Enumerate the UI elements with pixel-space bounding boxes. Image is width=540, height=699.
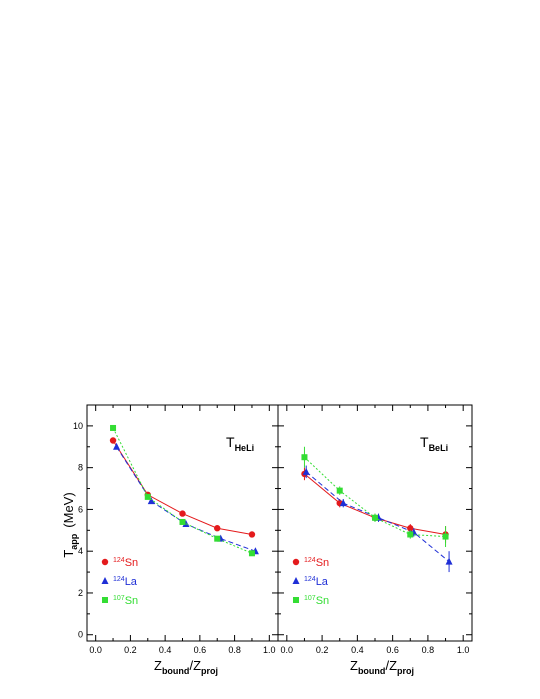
data-point-right-2	[407, 531, 414, 538]
x-tick-label-left: 1.0	[263, 645, 276, 655]
series-line-left-1	[116, 446, 256, 552]
data-point-left-2	[179, 518, 186, 525]
data-point-left-2	[248, 550, 255, 557]
x-axis-label-right: Zbound/Zproj	[350, 658, 414, 676]
x-tick-label-right: 0.2	[316, 645, 329, 655]
panel-right-frame	[277, 404, 473, 642]
panel-right-label: TBeLi	[420, 434, 448, 453]
legend-marker-left-0	[101, 558, 109, 566]
legend-marker-left-1	[101, 577, 109, 584]
data-point-left-2	[214, 535, 221, 542]
x-tick-label-left: 0.8	[228, 645, 241, 655]
x-tick-label-right: 1.0	[457, 645, 470, 655]
legend-label-right-1: 124La	[304, 576, 329, 588]
x-tick-label-left: 0.4	[159, 645, 172, 655]
data-point-left-2	[110, 424, 117, 431]
data-point-left-2	[144, 493, 151, 500]
data-point-right-2	[372, 514, 378, 521]
data-point-left-0	[179, 510, 186, 517]
series-line-right-1	[305, 471, 450, 563]
data-point-right-2	[442, 533, 449, 540]
legend-marker-left-2	[102, 597, 108, 603]
y-axis-label: Tapp(MeV)	[61, 492, 79, 557]
series-line-right-2	[304, 456, 446, 538]
legend-label-left-1: 124La	[113, 576, 138, 588]
data-point-left-0	[214, 525, 221, 532]
x-tick-label-left: 0.6	[194, 645, 207, 655]
legend-marker-right-1	[292, 577, 300, 584]
data-point-left-0	[109, 437, 117, 444]
y-tick-label: 0	[78, 630, 83, 640]
panel-right: 0.0 0.2 0.4 0.6 0.8 1.0 124Sn 124La 107Sn	[278, 405, 472, 655]
x-tick-label-right: 0.0	[281, 645, 294, 655]
x-tick-label-right: 0.8	[422, 645, 435, 655]
data-point-left-1	[147, 497, 155, 505]
y-tick-label: 8	[78, 463, 83, 473]
data-point-right-2	[336, 487, 343, 494]
legend-marker-right-2	[293, 597, 299, 603]
data-point-right-1	[339, 499, 347, 507]
x-tick-label-right: 0.6	[386, 645, 399, 655]
y-tick-label: 2	[78, 588, 83, 598]
data-point-left-1	[182, 520, 190, 528]
legend-label-right-0: 124Sn	[304, 557, 329, 569]
data-point-right-0	[407, 525, 414, 532]
legend-marker-right-0	[292, 558, 300, 566]
data-point-left-1	[113, 442, 121, 450]
series-line-right-0	[304, 473, 446, 535]
x-tick-label-right: 0.4	[351, 645, 364, 655]
data-point-right-2	[301, 454, 308, 461]
data-point-left-0	[248, 531, 256, 538]
legend-label-left-2: 107Sn	[113, 595, 138, 607]
legend-label-right-2: 107Sn	[304, 595, 329, 607]
y-tick-label: 6	[78, 504, 83, 514]
y-tick-label: 10	[73, 421, 83, 431]
data-point-right-1	[445, 557, 453, 565]
panel-left-label: THeLi	[226, 434, 254, 453]
x-axis-label-left: Zbound/Zproj	[154, 658, 218, 676]
y-tick-label: 4	[78, 546, 83, 556]
data-point-right-1	[302, 467, 310, 475]
x-tick-label-left: 0.2	[124, 645, 137, 655]
legend-label-left-0: 124Sn	[113, 557, 138, 569]
x-tick-label-left: 0.0	[89, 645, 102, 655]
panel-left: 0.0 0.2 0.4 0.6 0.8 1.0 0 2 4 6 8 10 124Sn 124La 107Sn	[73, 405, 278, 655]
